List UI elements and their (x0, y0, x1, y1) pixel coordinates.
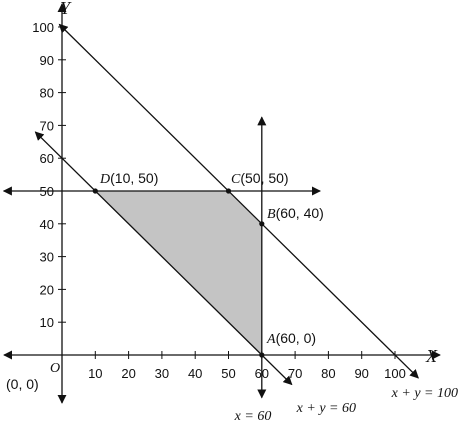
y-axis-label: Y (60, 0, 72, 18)
vertex-point-c (225, 188, 232, 194)
x-tick-label: 80 (321, 366, 335, 381)
x-tick-label: 40 (188, 366, 202, 381)
vertex-label-b: B(60, 40) (267, 205, 324, 222)
vertex-name-b: B (267, 207, 276, 222)
y-tick-label: 40 (40, 217, 54, 232)
x-tick-label: 10 (88, 366, 102, 381)
x-tick-label: 70 (288, 366, 302, 381)
tick-labels: 10 20 30 40 50 60 70 80 90 100 10 20 30 40 50 60 70 80 90 1… (32, 20, 406, 381)
constraint-lines (2, 23, 419, 399)
equation-label-x-plus-y-100: x + y = 100 (391, 386, 458, 401)
tick-marks (58, 26, 396, 359)
x-tick-label: 20 (121, 366, 135, 381)
x-tick-label: 50 (221, 366, 235, 381)
vertex-label-d: D(10, 50) (99, 170, 158, 187)
vertex-coord-d: (10, 50) (110, 170, 158, 186)
equation-label-x-plus-y-60: x + y = 60 (296, 401, 356, 416)
y-tick-label: 50 (40, 184, 54, 199)
vertex-point-a (259, 352, 265, 358)
vertex-coord-c: (50, 50) (240, 170, 288, 186)
vertex-label-a: A(60, 0) (266, 330, 316, 347)
vertex-coord-a: (60, 0) (276, 330, 316, 346)
y-tick-label: 20 (40, 282, 54, 297)
y-tick-label: 90 (40, 53, 54, 68)
x-tick-label: 60 (255, 366, 269, 381)
x-tick-label: 30 (155, 366, 169, 381)
origin-coordinate-label: (0, 0) (6, 376, 39, 392)
vertex-label-c: C(50, 50) (231, 170, 289, 187)
y-tick-label: 30 (40, 250, 54, 265)
y-tick-label: 60 (40, 151, 54, 166)
equation-label-x-60: x = 60 (234, 409, 272, 423)
y-tick-label: 80 (40, 86, 54, 101)
vertex-coord-b: (60, 40) (276, 205, 324, 221)
vertex-labels: D(10, 50) C(50, 50) B(60, 40) A(60, 0) (99, 170, 324, 347)
x-tick-label: 90 (354, 366, 368, 381)
vertex-name-a: A (266, 332, 276, 347)
line-x-plus-y-60 (34, 131, 293, 386)
y-tick-label: 10 (40, 315, 54, 330)
origin-label: O (50, 361, 60, 376)
y-tick-label: 70 (40, 118, 54, 133)
vertex-name-c: C (231, 172, 241, 187)
vertex-points (92, 188, 265, 358)
y-tick-label: 100 (32, 20, 54, 35)
vertex-point-d (92, 188, 98, 194)
x-tick-label: 100 (384, 366, 406, 381)
x-axis-label: X (425, 346, 438, 366)
vertex-point-b (259, 221, 265, 227)
vertex-name-d: D (99, 172, 110, 187)
